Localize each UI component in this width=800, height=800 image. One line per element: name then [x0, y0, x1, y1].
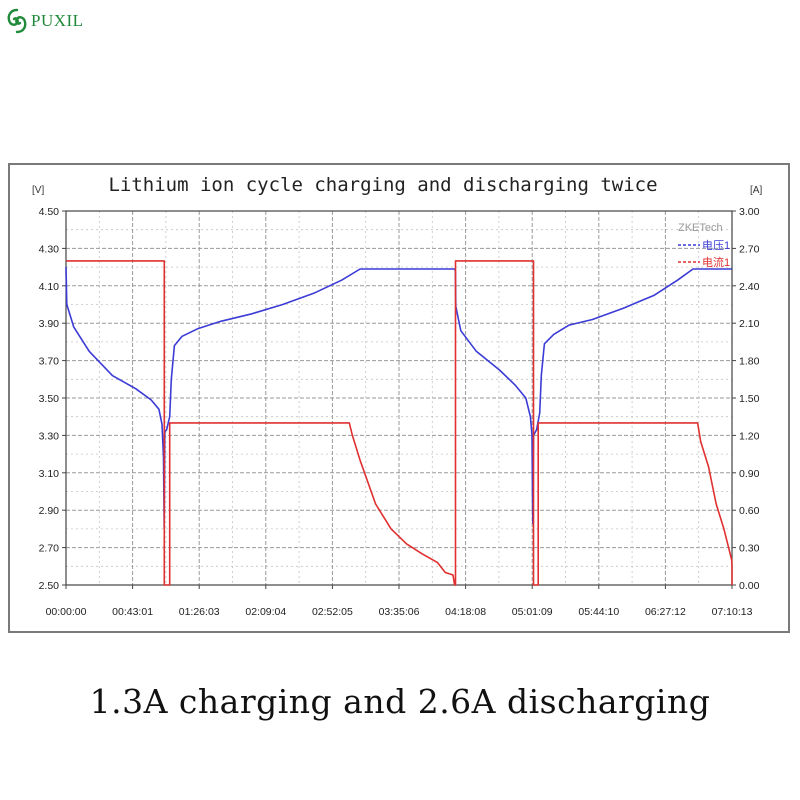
legend-label: 电压1: [702, 239, 730, 252]
y-right-tick-labels: 3.00 2.70 2.40 2.10 1.80 1.50 1.20 0.90 0.60 0.30…: [739, 206, 760, 592]
y-left-tick-label: 2.50: [39, 580, 60, 592]
chart-grid: [65, 210, 733, 586]
y-left-tick-label: 3.90: [39, 318, 60, 330]
x-tick-label: 05:01:09: [512, 606, 553, 618]
chart-title: Lithium ion cycle charging and dischargi…: [108, 174, 657, 196]
x-tick-label: 02:09:04: [245, 606, 286, 618]
y-left-tick-label: 4.50: [39, 206, 60, 218]
x-tick-label: 02:52:05: [312, 606, 353, 618]
x-tick-label: 03:35:06: [379, 606, 420, 618]
x-tick-label: 06:27:12: [645, 606, 686, 618]
y-left-tick-label: 3.70: [39, 356, 60, 368]
y-left-tick-label: 4.30: [39, 243, 60, 255]
y-right-tick-label: 0.90: [739, 468, 760, 480]
brand-swirl-icon: [7, 8, 27, 34]
chart-axes: [62, 210, 736, 589]
y-right-tick-label: 3.00: [739, 206, 760, 218]
y-right-tick-label: 2.40: [739, 281, 760, 293]
y-right-tick-label: 1.20: [739, 430, 760, 442]
y-right-tick-label: 2.70: [739, 243, 760, 255]
y-left-tick-label: 2.70: [39, 543, 60, 555]
series-line-voltage: [65, 267, 732, 530]
y-left-tick-label: 3.30: [39, 430, 60, 442]
y-right-tick-label: 1.80: [739, 356, 760, 368]
x-tick-label: 00:43:01: [112, 606, 153, 618]
brand-logo: PUXIL: [6, 8, 84, 34]
chart-canvas: 4.50 4.30 4.10 3.90 3.70 3.50 3.30 3.10 2.90 2.70…: [32, 174, 762, 618]
brand-name: PUXIL: [31, 11, 84, 30]
x-tick-label: 05:44:10: [578, 606, 619, 618]
y-left-tick-labels: 4.50 4.30 4.10 3.90 3.70 3.50 3.30 3.10 2.90 2.70…: [39, 206, 60, 592]
x-tick-label: 01:26:03: [179, 606, 220, 618]
x-tick-label: 00:00:00: [46, 606, 87, 618]
y-right-tick-label: 1.50: [739, 393, 760, 405]
x-tick-labels: 00:00:00 00:43:01 01:26:03 02:09:04 02:52:05…: [46, 606, 753, 618]
series-lines: [65, 260, 733, 586]
legend-label: 电流1: [702, 255, 730, 269]
x-tick-label: 07:10:13: [712, 606, 753, 618]
series-line-current: [66, 260, 733, 586]
y-right-tick-label: 0.00: [739, 580, 760, 592]
watermark-text: ZKETech: [678, 222, 723, 234]
x-tick-label: 04:18:08: [445, 606, 486, 618]
y-right-tick-label: 0.30: [739, 543, 760, 555]
chart-panel: 4.50 4.30 4.10 3.90 3.70 3.50 3.30 3.10 2.90 2.70…: [8, 163, 790, 633]
y-right-tick-label: 0.60: [739, 505, 760, 517]
y-left-tick-label: 3.50: [39, 393, 60, 405]
y-left-tick-label: 3.10: [39, 468, 60, 480]
caption-text: 1.3A charging and 2.6A discharging: [89, 682, 711, 721]
y-left-unit: [V]: [32, 185, 44, 196]
y-right-tick-label: 2.10: [739, 318, 760, 330]
y-left-tick-label: 4.10: [39, 281, 60, 293]
y-left-tick-label: 2.90: [39, 505, 60, 517]
y-right-unit: [A]: [750, 185, 762, 196]
